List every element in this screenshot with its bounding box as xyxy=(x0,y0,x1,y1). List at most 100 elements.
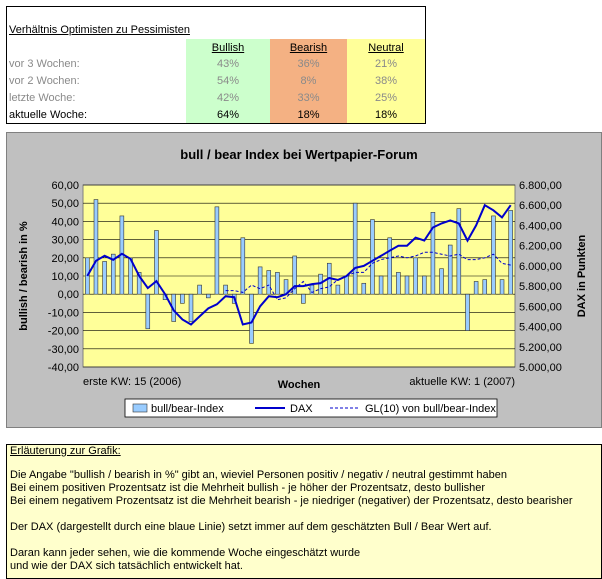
legend-label-bars: bull/bear-Index xyxy=(151,403,224,415)
bearish-value: 18% xyxy=(297,109,320,121)
y-tick-label: -40,00 xyxy=(48,362,79,374)
y-tick-label: -30,00 xyxy=(48,344,79,356)
bar xyxy=(214,206,220,295)
legend-swatch-bars xyxy=(132,403,148,413)
header-bullish: Bullish xyxy=(211,42,245,54)
row-label: aktuelle Woche: xyxy=(9,109,88,121)
bar xyxy=(491,215,496,295)
y-axis-label: bullish / bearish in % xyxy=(18,221,30,331)
bar xyxy=(473,281,479,295)
bar xyxy=(378,275,384,295)
explanation-title: Erläuterung zur Grafik: xyxy=(10,445,121,457)
bar xyxy=(396,272,401,295)
y-tick-label: 50,00 xyxy=(51,198,79,210)
header-neutral: Neutral xyxy=(368,42,404,54)
legend xyxy=(124,398,498,418)
bar xyxy=(197,284,202,295)
bar xyxy=(447,244,453,295)
chart-title: bull / bear Index bei Wertpapier-Forum xyxy=(180,147,417,162)
bar xyxy=(413,257,418,295)
x-start-label: erste KW: 15 (2006) xyxy=(83,376,181,388)
bullish-column-bg xyxy=(186,39,270,123)
legend-label-gl10: GL(10) von bull/bear-Index xyxy=(365,403,496,415)
bar xyxy=(439,268,444,295)
bullish-value: 43% xyxy=(216,58,240,70)
y2-tick-label: 6.600,00 xyxy=(519,200,562,212)
y2-tick-label: 5.000,00 xyxy=(519,362,562,374)
bar xyxy=(188,293,194,322)
bar xyxy=(508,210,513,295)
neutral-column-bg xyxy=(347,39,425,123)
bar xyxy=(465,293,470,331)
bar xyxy=(154,230,159,295)
bar xyxy=(361,282,367,295)
y2-tick-label: 6.400,00 xyxy=(519,220,562,232)
bearish-column-bg xyxy=(270,39,347,123)
bullish-value: 64% xyxy=(216,109,240,121)
y2-tick-label: 6.200,00 xyxy=(519,241,562,253)
x-end-label: aktuelle KW: 1 (2007) xyxy=(409,376,515,388)
bar xyxy=(275,272,280,295)
table-title: Verhältnis Optimisten zu Pessimisten xyxy=(9,24,190,36)
row-label: vor 3 Wochen: xyxy=(9,58,80,70)
bar xyxy=(387,237,392,295)
bar xyxy=(430,212,436,295)
bar xyxy=(102,261,107,295)
y-tick-label: 10,00 xyxy=(51,271,79,283)
explanation-line: und wie der DAX sich tatsächlich entwick… xyxy=(10,560,243,572)
bullish-value: 42% xyxy=(216,92,240,104)
bearish-value: 33% xyxy=(297,92,320,104)
bar xyxy=(266,270,272,295)
explanation-line: Der DAX (dargestellt durch eine blaue Li… xyxy=(10,521,492,533)
sentiment-table: Verhältnis Optimisten zu Pessimisten Bul… xyxy=(6,6,426,124)
y-tick-label: 20,00 xyxy=(51,253,79,265)
y-tick-label: 60,00 xyxy=(51,180,79,192)
y2-tick-label: 5.400,00 xyxy=(519,322,562,334)
bar xyxy=(404,275,410,295)
explanation-line: Die Angabe "bullish / bearish in %" gibt… xyxy=(10,469,507,481)
explanation-box: Erläuterung zur Grafik: Die Angabe "bull… xyxy=(6,444,602,579)
bar xyxy=(110,253,116,295)
gl10-line xyxy=(225,251,511,301)
bar xyxy=(352,202,358,295)
y2-tick-label: 6.000,00 xyxy=(519,261,562,273)
bar xyxy=(482,279,488,295)
y2-axis-label: DAX in Punkten xyxy=(576,234,588,317)
row-label: vor 2 Wochen: xyxy=(9,75,80,87)
neutral-value: 25% xyxy=(374,92,398,104)
y-tick-label: 30,00 xyxy=(51,235,79,247)
dax-line xyxy=(86,203,512,326)
x-axis-label: Wochen xyxy=(278,379,321,391)
header-bearish: Bearish xyxy=(289,42,328,54)
y2-tick-label: 5.800,00 xyxy=(519,281,562,293)
y2-tick-label: 5.200,00 xyxy=(519,342,562,354)
y2-tick-label: 5.600,00 xyxy=(519,301,562,313)
row-label: letzte Woche: xyxy=(9,92,76,104)
y-tick-label: -20,00 xyxy=(48,326,79,338)
y-tick-label: 0,00 xyxy=(58,289,79,301)
bar xyxy=(145,293,151,330)
bar xyxy=(136,272,142,295)
bar xyxy=(422,275,427,295)
y2-tick-label: 6.800,00 xyxy=(519,180,562,192)
bearish-value: 8% xyxy=(300,75,317,87)
neutral-value: 38% xyxy=(374,75,398,87)
bar xyxy=(456,208,462,295)
bar xyxy=(344,275,349,295)
bar xyxy=(93,199,99,295)
chart-panel: 60,00 50,00 40,00 30,00 20,00 10,00 0,00 -10,00… xyxy=(6,132,602,428)
legend-label-dax: DAX xyxy=(290,403,313,415)
neutral-value: 21% xyxy=(374,58,398,70)
bull-bear-chart: 60,00 50,00 40,00 30,00 20,00 10,00 0,00 -10,00… xyxy=(18,147,588,418)
bar xyxy=(240,237,246,295)
explanation-line: Bei einem positiven Prozentsatz ist die … xyxy=(10,482,486,494)
bar xyxy=(223,284,228,295)
neutral-value: 18% xyxy=(374,109,398,121)
y-tick-label: 40,00 xyxy=(51,216,79,228)
bar xyxy=(370,219,375,295)
explanation-line: Daran kann jeder sehen, wie die kommende… xyxy=(10,547,361,559)
bar xyxy=(180,293,185,304)
bar xyxy=(292,255,297,295)
explanation-line: Bei einem negativem Prozentsatz ist die … xyxy=(10,495,573,507)
bar xyxy=(335,284,341,295)
